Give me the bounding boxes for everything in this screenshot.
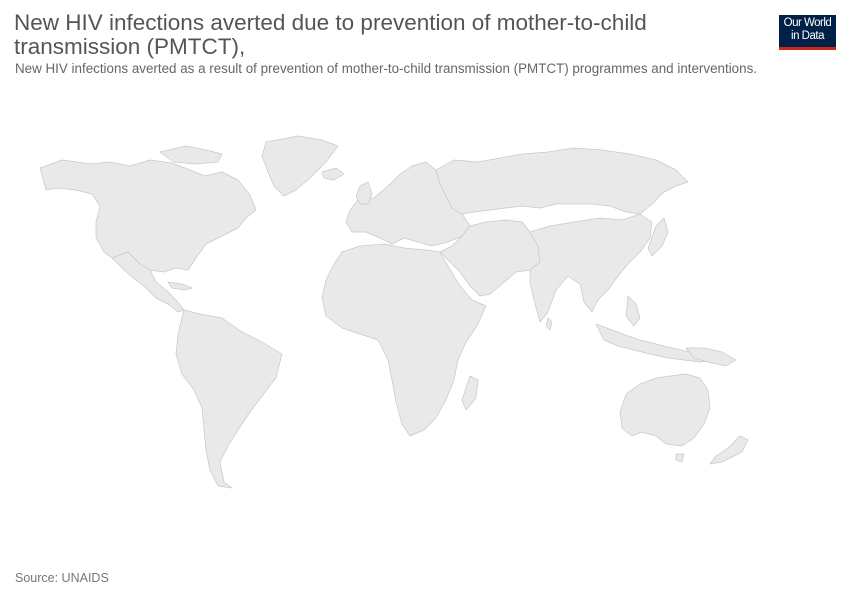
country-shape-papua-new-guinea[interactable] xyxy=(685,347,737,367)
country-shape-north-america[interactable] xyxy=(39,159,257,273)
country-shape-arctic-islands[interactable] xyxy=(159,145,223,165)
owid-logo-line1: Our World xyxy=(783,17,832,29)
country-shape-caribbean[interactable] xyxy=(167,281,193,291)
country-shape-philippines[interactable] xyxy=(625,295,641,327)
country-shape-australia[interactable] xyxy=(619,373,711,447)
country-shape-greenland[interactable] xyxy=(261,135,339,197)
country-shape-great-britain[interactable] xyxy=(355,181,373,205)
country-shape-iceland[interactable] xyxy=(321,167,345,181)
country-shape-new-zealand[interactable] xyxy=(709,435,749,465)
world-map xyxy=(39,135,749,489)
country-shape-sri-lanka[interactable] xyxy=(545,317,553,331)
owid-logo[interactable]: Our World in Data xyxy=(779,15,836,50)
country-shape-africa[interactable] xyxy=(321,243,487,437)
country-shape-tasmania[interactable] xyxy=(675,453,685,463)
country-shape-japan[interactable] xyxy=(647,217,669,257)
country-shape-madagascar[interactable] xyxy=(461,375,479,411)
owid-logo-line2: in Data xyxy=(791,29,824,42)
source-note: Source: UNAIDS xyxy=(15,571,109,585)
country-shape-south-america[interactable] xyxy=(175,309,283,489)
country-shape-russia-northern-asia[interactable] xyxy=(435,147,689,215)
country-shape-south-east-asia[interactable] xyxy=(529,213,653,323)
owid-logo-text: Our World in Data xyxy=(779,17,836,42)
chart-subtitle: New HIV infections averted as a result o… xyxy=(15,61,757,76)
chart-title: New HIV infections averted due to preven… xyxy=(14,10,647,59)
